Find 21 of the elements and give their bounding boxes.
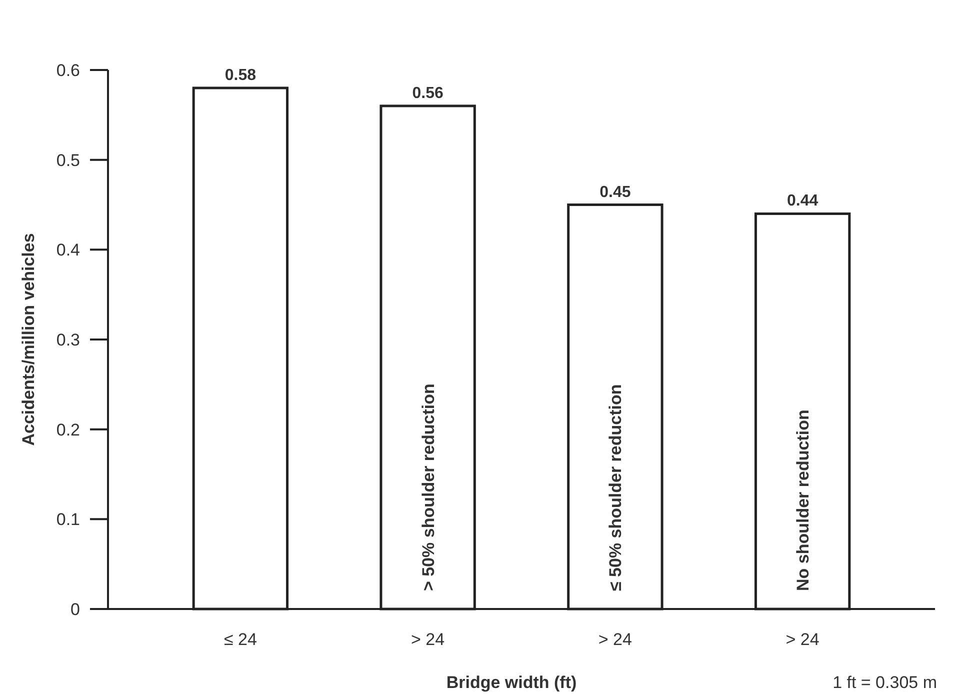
y-tick-label: 0.1 bbox=[56, 510, 80, 530]
annotation: > 50% shoulder reduction bbox=[418, 384, 438, 591]
data-label: 0.45 bbox=[600, 184, 631, 201]
y-tick-label: 0.5 bbox=[56, 150, 80, 170]
text: 1 ft = 0.305 m bbox=[832, 673, 937, 692]
y-tick-label: 0.4 bbox=[56, 240, 80, 260]
data-label: 0.56 bbox=[412, 84, 444, 102]
data-label: 0.44 bbox=[787, 192, 818, 210]
x-tick-label: > 24 bbox=[598, 630, 632, 649]
x-tick-label: > 24 bbox=[786, 630, 820, 649]
annotation: No shoulder reduction bbox=[794, 410, 813, 591]
x-tick-label: ≤ 24 bbox=[224, 630, 257, 649]
annotation: ≤ 50% shoulder reduction bbox=[606, 384, 626, 591]
y-tick-label: 0 bbox=[70, 600, 80, 619]
y-tick-label: 0.6 bbox=[56, 60, 80, 80]
x-tick-label: > 24 bbox=[411, 630, 445, 649]
data-label: 0.58 bbox=[224, 66, 256, 84]
y-tick-label: 0.2 bbox=[56, 420, 80, 440]
y-tick-label: 0.3 bbox=[56, 330, 80, 350]
x-axis-title: Bridge width (ft) bbox=[446, 673, 577, 692]
y-axis-title: Accidents/million vehicles bbox=[19, 233, 38, 446]
